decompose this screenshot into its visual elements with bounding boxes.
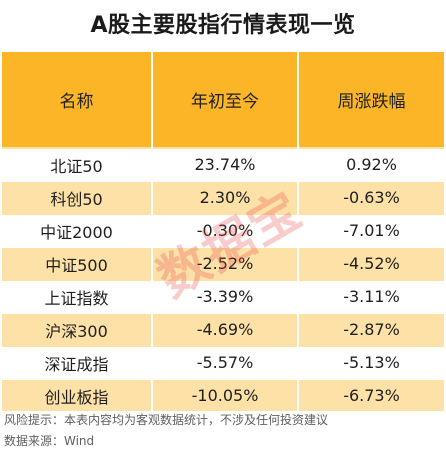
weekly-change: -4.52% xyxy=(297,246,444,280)
risk-disclaimer: 风险提示：本表内容均为客观数据统计，不涉及任何投资建议 xyxy=(4,413,329,427)
ytd-change: 23.74% xyxy=(151,147,298,181)
weekly-change: -2.87% xyxy=(297,312,444,346)
weekly-change: -0.63% xyxy=(297,180,444,214)
table-row: 上证指数 -3.39% -3.11% xyxy=(2,279,444,313)
ytd-change: -3.39% xyxy=(151,279,298,313)
data-source: 数据来源：Wind xyxy=(4,434,95,448)
weekly-change: -5.13% xyxy=(297,345,444,379)
ytd-change: 2.30% xyxy=(151,180,298,214)
weekly-change: -3.11% xyxy=(297,279,444,313)
weekly-change: -7.01% xyxy=(297,213,444,247)
index-name: 北证50 xyxy=(2,147,152,181)
header-ytd: 年初至今 xyxy=(151,52,298,148)
weekly-change: 0.92% xyxy=(297,147,444,181)
index-name: 中证500 xyxy=(2,246,152,280)
table-row: 北证50 23.74% 0.92% xyxy=(2,147,444,181)
weekly-change: -6.73% xyxy=(297,378,444,411)
index-name: 沪深300 xyxy=(2,312,152,346)
table-row: 中证2000 -0.30% -7.01% xyxy=(2,213,444,247)
header-name: 名称 xyxy=(2,52,152,148)
table-row: 创业板指 -10.05% -6.73% xyxy=(2,378,444,411)
index-name: 上证指数 xyxy=(2,279,152,313)
header-weekly-change: 周涨跌幅 xyxy=(297,52,444,148)
footer-notes: 风险提示：本表内容均为客观数据统计，不涉及任何投资建议 数据来源：Wind xyxy=(4,410,444,452)
index-name: 深证成指 xyxy=(2,345,152,379)
ytd-change: -10.05% xyxy=(151,378,298,411)
index-name: 中证2000 xyxy=(2,213,152,247)
index-name: 创业板指 xyxy=(2,378,152,411)
ytd-change: -2.52% xyxy=(151,246,298,280)
index-name: 科创50 xyxy=(2,180,152,214)
table-row: 深证成指 -5.57% -5.13% xyxy=(2,345,444,379)
ytd-change: -5.57% xyxy=(151,345,298,379)
page-title: A股主要股指行情表现一览 xyxy=(90,13,356,38)
ytd-change: -0.30% xyxy=(151,213,298,247)
table-row: 沪深300 -4.69% -2.87% xyxy=(2,312,444,346)
table-header-row: 名称 年初至今 周涨跌幅 xyxy=(2,52,444,148)
ytd-change: -4.69% xyxy=(151,312,298,346)
table-row: 科创50 2.30% -0.63% xyxy=(2,180,444,214)
index-performance-table: 名称 年初至今 周涨跌幅 北证50 23.74% 0.92% 科创50 2.30… xyxy=(2,52,444,411)
table-row: 中证500 -2.52% -4.52% xyxy=(2,246,444,280)
